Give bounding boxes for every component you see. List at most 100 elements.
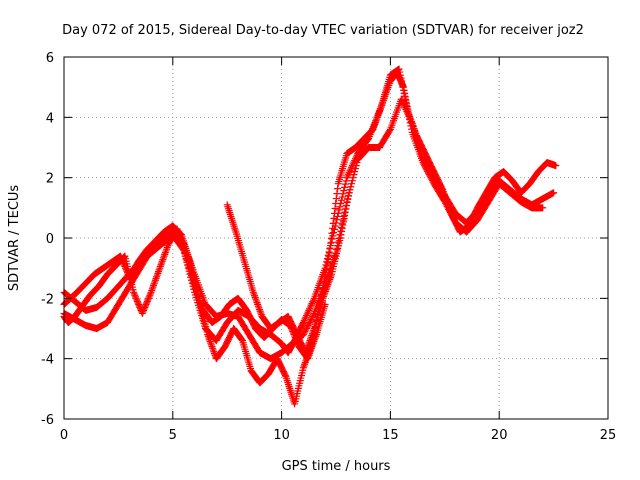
- data-point: [293, 338, 301, 346]
- data-point: [301, 360, 309, 368]
- data-point: [237, 335, 245, 343]
- data-point: [326, 274, 334, 282]
- data-point: [205, 334, 213, 342]
- data-point: [333, 190, 341, 198]
- data-point: [254, 300, 262, 308]
- data-point: [341, 180, 349, 188]
- data-point: [152, 275, 160, 283]
- data-point: [198, 303, 206, 311]
- data-point: [327, 239, 335, 247]
- data-point: [143, 297, 151, 305]
- data-point: [326, 275, 334, 283]
- data-point: [135, 302, 143, 310]
- data-point: [309, 341, 317, 349]
- y-tick-label: 0: [46, 232, 54, 247]
- data-point: [163, 245, 171, 253]
- data-point: [348, 180, 356, 188]
- data-point: [204, 332, 212, 340]
- data-point: [209, 344, 217, 352]
- data-point: [324, 281, 332, 289]
- data-point: [161, 250, 169, 258]
- data-point: [322, 265, 330, 273]
- data-point: [347, 183, 355, 191]
- data-point: [376, 106, 384, 114]
- data-point: [442, 194, 450, 202]
- data-point: [321, 289, 329, 297]
- data-point: [194, 291, 202, 299]
- data-point: [308, 343, 316, 351]
- data-point: [155, 266, 163, 274]
- data-point: [321, 300, 329, 308]
- data-point: [158, 257, 166, 265]
- data-point: [132, 294, 140, 302]
- data-point: [195, 294, 203, 302]
- data-point: [439, 187, 447, 195]
- data-point: [301, 359, 309, 367]
- data-point: [336, 234, 344, 242]
- data-point: [397, 74, 405, 82]
- data-point: [131, 293, 139, 301]
- data-point: [133, 297, 141, 305]
- data-point: [404, 109, 412, 117]
- data-point: [374, 112, 382, 120]
- data-point: [151, 276, 159, 284]
- data-point: [207, 341, 215, 349]
- data-point: [398, 80, 406, 88]
- data-point: [303, 310, 311, 318]
- data-point: [288, 326, 296, 334]
- data-point: [303, 323, 311, 331]
- data-point: [326, 244, 334, 252]
- data-point: [353, 159, 361, 167]
- data-point: [447, 208, 455, 216]
- data-point: [333, 216, 341, 224]
- data-point: [325, 279, 333, 287]
- data-point: [162, 247, 170, 255]
- data-point: [289, 328, 297, 336]
- data-point: [252, 297, 260, 305]
- data-point: [256, 307, 264, 315]
- data-point: [341, 183, 349, 191]
- data-point: [163, 243, 171, 251]
- data-point: [302, 326, 310, 334]
- data-point: [445, 205, 453, 213]
- y-tick-label: 2: [46, 172, 54, 187]
- y-tick-label: 4: [46, 111, 54, 126]
- data-point: [299, 331, 307, 339]
- data-point: [196, 298, 204, 306]
- y-tick-label: -4: [41, 353, 54, 368]
- data-point: [336, 203, 344, 211]
- data-point: [305, 320, 313, 328]
- data-point: [412, 130, 420, 138]
- data-point: [288, 325, 296, 332]
- data-point: [408, 118, 416, 126]
- data-point: [346, 186, 354, 194]
- data-point: [320, 293, 328, 301]
- data-point: [325, 277, 333, 285]
- data-point: [155, 268, 163, 276]
- data-point: [251, 292, 259, 300]
- data-point: [140, 305, 148, 313]
- data-point: [369, 125, 377, 133]
- data-point: [331, 204, 339, 212]
- data-point: [552, 162, 560, 170]
- data-point: [306, 318, 314, 326]
- data-point: [401, 95, 409, 103]
- data-point: [340, 187, 348, 195]
- data-point: [335, 206, 343, 214]
- data-point: [304, 353, 312, 361]
- data-point: [403, 104, 411, 112]
- data-point: [306, 349, 314, 357]
- data-point: [153, 273, 161, 281]
- data-point: [256, 306, 264, 314]
- data-point: [377, 103, 385, 111]
- data-point: [290, 331, 298, 339]
- data-point: [329, 219, 337, 227]
- data-point: [339, 218, 347, 226]
- data-point: [312, 332, 320, 340]
- data-point: [306, 303, 314, 311]
- data-point: [341, 208, 349, 216]
- data-point: [396, 68, 404, 76]
- data-point: [148, 287, 156, 295]
- data-point: [409, 121, 417, 129]
- y-tick-label: -2: [41, 292, 54, 307]
